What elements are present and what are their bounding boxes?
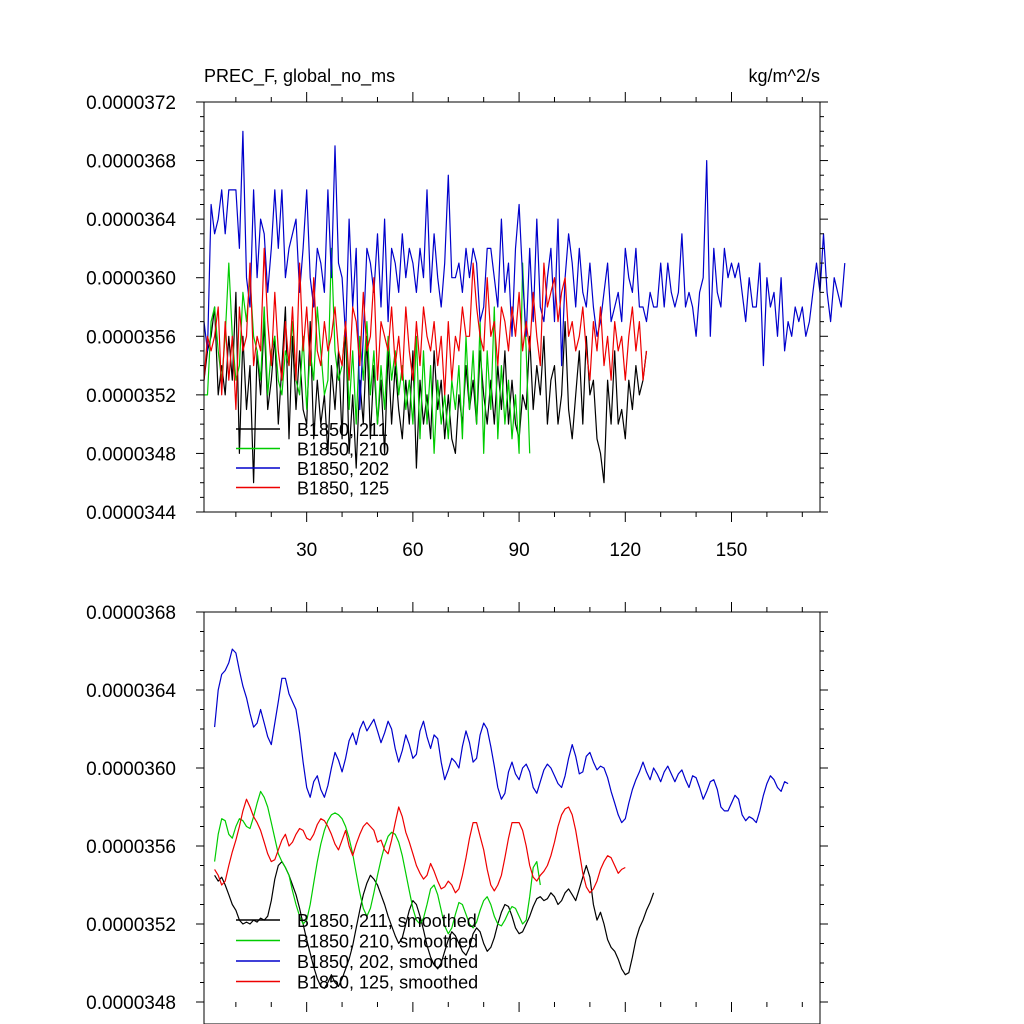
y-tick-label: 0.0000348 (86, 993, 176, 1014)
y-tick-label: 0.0000364 (86, 681, 176, 702)
x-tick-label: 60 (402, 540, 423, 561)
legend-label: B1850, 125 (297, 479, 389, 499)
top-chart-title: PREC_F, global_no_ms (204, 66, 395, 87)
series-line-1 (204, 247, 531, 454)
top-series-group (203, 130, 846, 484)
top-panel: PREC_F, global_no_ms kg/m^2/s 0.00003440… (86, 66, 846, 561)
bottom-plot-frame (203, 611, 821, 1024)
y-tick-label: 0.0000368 (86, 603, 176, 624)
y-tick-label: 0.0000360 (86, 269, 176, 290)
series-line-3 (214, 798, 626, 894)
y-tick-label: 0.0000360 (86, 759, 176, 780)
legend-label: B1850, 210 (297, 440, 389, 460)
series-line-2 (214, 648, 789, 824)
legend-label: B1850, 202 (297, 459, 389, 479)
top-axis-ticks: 0.0000344 0.0000348 0.0000352 0.0000356 0.00… (86, 92, 828, 561)
y-tick-label: 0.0000368 (86, 152, 176, 173)
series-line-0 (203, 291, 648, 484)
y-tick-label: 0.0000372 (86, 93, 176, 114)
legend-label: B1850, 210, smoothed (297, 932, 478, 952)
series-line-3 (203, 247, 648, 411)
x-tick-label: 150 (716, 540, 748, 561)
x-tick-label: 30 (296, 540, 317, 561)
y-tick-label: 0.0000344 (86, 503, 176, 524)
legend-label: B1850, 211, smoothed (297, 911, 477, 931)
legend-label: B1850, 202, smoothed (297, 952, 478, 972)
y-tick-label: 0.0000356 (86, 327, 176, 348)
bottom-series-group (214, 648, 789, 989)
legend-label: B1850, 211 (297, 420, 388, 440)
y-tick-label: 0.0000356 (86, 837, 176, 858)
y-tick-label: 0.0000352 (86, 386, 176, 407)
x-tick-label: 120 (609, 540, 641, 561)
bottom-axis-ticks: 0.0000348 0.0000352 0.0000356 0.0000360 0.00… (86, 602, 828, 1014)
legend-label: B1850, 125, smoothed (297, 973, 478, 993)
y-tick-label: 0.0000364 (86, 210, 176, 231)
y-tick-label: 0.0000352 (86, 915, 176, 936)
series-line-1 (214, 790, 541, 935)
series-line-2 (203, 130, 846, 411)
top-chart-units: kg/m^2/s (749, 66, 820, 86)
x-tick-label: 90 (509, 540, 530, 561)
y-tick-label: 0.0000348 (86, 444, 176, 465)
bottom-panel: 0.0000348 0.0000352 0.0000356 0.0000360 0.00… (86, 602, 828, 1024)
